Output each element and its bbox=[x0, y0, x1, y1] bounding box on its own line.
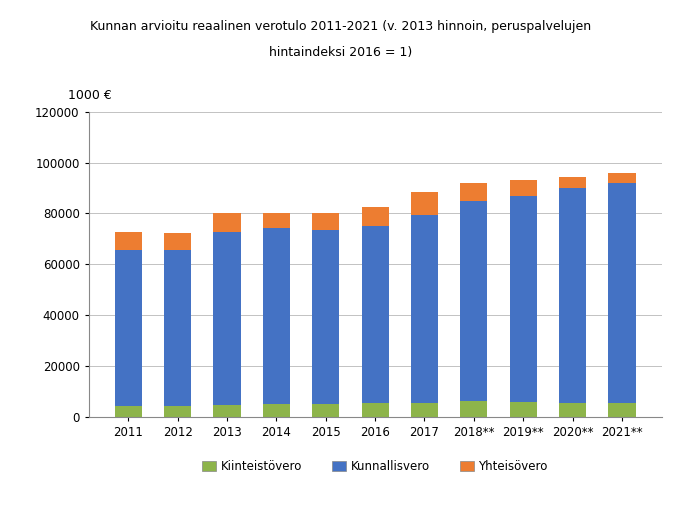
Bar bbox=[213, 232, 241, 405]
Bar bbox=[509, 196, 537, 402]
Text: 1000 €: 1000 € bbox=[68, 88, 112, 102]
Bar bbox=[460, 183, 488, 201]
Bar bbox=[559, 403, 586, 417]
Bar bbox=[115, 250, 142, 406]
Bar bbox=[263, 404, 290, 417]
Bar bbox=[164, 233, 191, 250]
Bar bbox=[608, 173, 636, 183]
Bar bbox=[115, 406, 142, 417]
Bar bbox=[559, 176, 586, 188]
Text: hintaindeksi 2016 = 1): hintaindeksi 2016 = 1) bbox=[269, 46, 413, 59]
Bar bbox=[312, 230, 340, 404]
Bar bbox=[509, 402, 537, 417]
Legend: Kiinteistövero, Kunnallisvero, Yhteisövero: Kiinteistövero, Kunnallisvero, Yhteisöve… bbox=[198, 455, 552, 478]
Bar bbox=[509, 179, 537, 196]
Bar bbox=[312, 212, 340, 230]
Bar bbox=[460, 201, 488, 401]
Bar bbox=[361, 403, 389, 417]
Bar bbox=[164, 250, 191, 406]
Bar bbox=[263, 228, 290, 404]
Bar bbox=[608, 183, 636, 403]
Bar bbox=[559, 188, 586, 403]
Bar bbox=[361, 226, 389, 403]
Bar bbox=[164, 406, 191, 417]
Text: Kunnan arvioitu reaalinen verotulo 2011-2021 (v. 2013 hinnoin, peruspalvelujen: Kunnan arvioitu reaalinen verotulo 2011-… bbox=[91, 20, 591, 34]
Bar bbox=[411, 192, 438, 214]
Bar bbox=[608, 403, 636, 417]
Bar bbox=[411, 214, 438, 403]
Bar bbox=[115, 233, 142, 250]
Bar bbox=[411, 403, 438, 417]
Bar bbox=[213, 213, 241, 232]
Bar bbox=[263, 213, 290, 228]
Bar bbox=[460, 401, 488, 417]
Bar bbox=[213, 405, 241, 417]
Bar bbox=[312, 404, 340, 417]
Bar bbox=[361, 206, 389, 226]
